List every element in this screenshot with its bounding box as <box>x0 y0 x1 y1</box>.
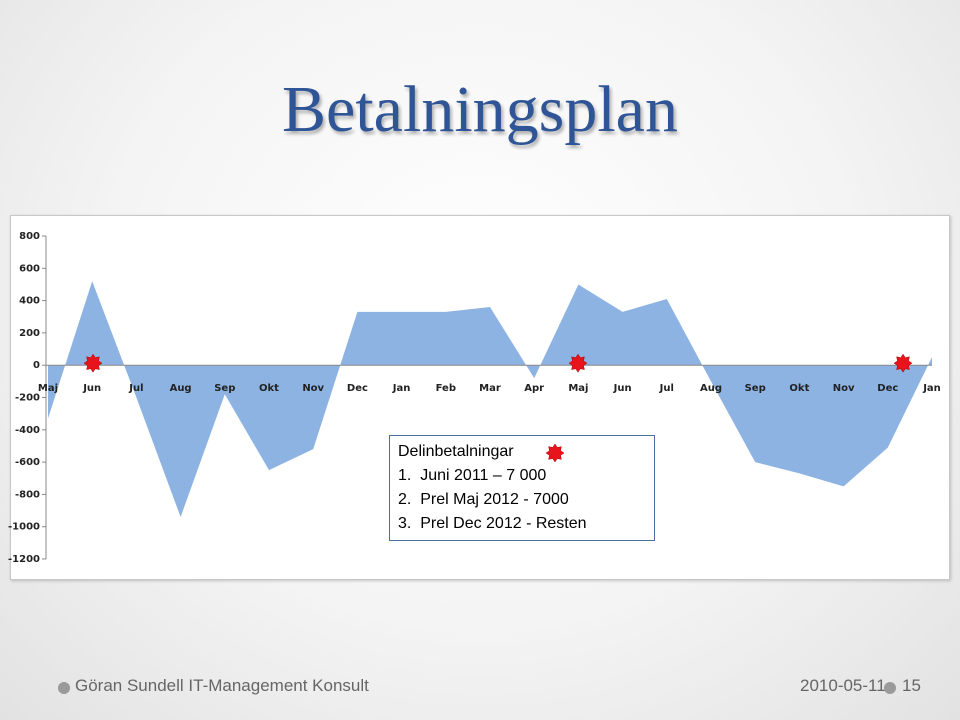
area <box>48 281 932 518</box>
footer-date: 2010-05-11 <box>800 676 886 695</box>
y-tick-label: 200 <box>19 328 40 339</box>
star-marker <box>83 353 103 373</box>
slide-title: Betalningsplan <box>282 73 678 146</box>
annotation-item: 2. Prel Maj 2012 - 7000 <box>398 491 569 508</box>
bullet <box>884 682 896 694</box>
y-tick-label: 800 <box>19 231 40 242</box>
x-tick-label: Nov <box>302 383 324 394</box>
y-tick-label: 400 <box>19 296 40 307</box>
star-marker <box>893 353 913 373</box>
x-tick-label: Jul <box>128 383 143 394</box>
x-tick-label: Sep <box>745 383 766 394</box>
x-tick-label: Sep <box>214 383 235 394</box>
y-tick-label: -1200 <box>8 554 40 565</box>
x-tick-label: Jun <box>82 383 101 394</box>
x-tick-label: Aug <box>170 383 192 394</box>
y-tick-label: 600 <box>19 263 40 274</box>
x-tick-label: Apr <box>524 383 544 394</box>
x-tick-label: Maj <box>38 383 58 394</box>
x-tick-label: Maj <box>568 383 588 394</box>
x-tick-label: Jan <box>392 383 411 394</box>
x-tick-label: Jan <box>922 383 941 394</box>
star-marker <box>568 353 588 373</box>
y-tick-label: -800 <box>15 489 40 500</box>
x-tick-label: Jul <box>659 383 674 394</box>
annotation-box: Delinbetalningar 1. Juni 2011 – 7 000 2.… <box>389 435 655 541</box>
bullet <box>58 682 70 694</box>
star-marker <box>545 443 565 463</box>
y-tick-label: -600 <box>15 457 40 468</box>
x-tick-label: Dec <box>347 383 368 394</box>
annotation-heading: Delinbetalningar <box>398 443 514 460</box>
x-tick-label: Dec <box>877 383 898 394</box>
annotation-item: 3. Prel Dec 2012 - Resten <box>398 515 587 532</box>
y-tick-label: -200 <box>15 393 40 404</box>
annotation-item: 1. Juni 2011 – 7 000 <box>398 467 547 484</box>
y-tick-label: -1000 <box>8 522 40 533</box>
y-tick-label: -400 <box>15 425 40 436</box>
footer-text: Göran Sundell IT-Management Konsult <box>75 676 369 695</box>
y-tick-label: 0 <box>33 360 40 371</box>
x-tick-label: Okt <box>789 383 809 394</box>
page-number: 15 <box>902 676 921 695</box>
x-tick-label: Okt <box>259 383 279 394</box>
x-tick-label: Feb <box>436 383 456 394</box>
x-tick-label: Jun <box>613 383 632 394</box>
x-tick-label: Nov <box>833 383 855 394</box>
x-tick-label: Mar <box>479 383 501 394</box>
x-tick-label: Aug <box>700 383 722 394</box>
